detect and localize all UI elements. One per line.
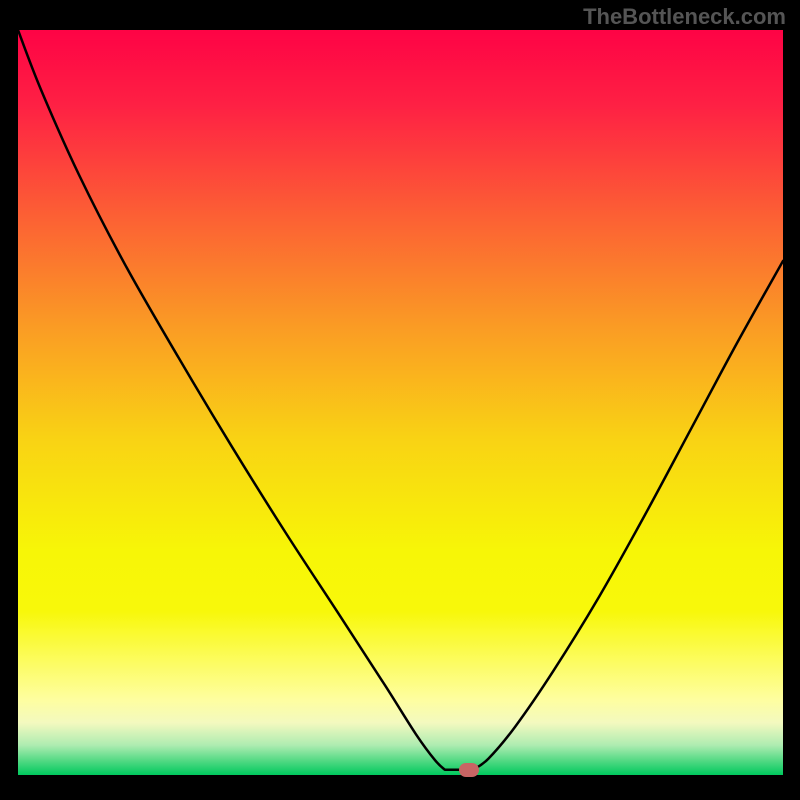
bottleneck-curve — [18, 30, 783, 775]
optimal-point-marker — [459, 763, 479, 777]
watermark-text: TheBottleneck.com — [583, 4, 786, 30]
plot-area — [18, 30, 783, 775]
chart-container: TheBottleneck.com — [0, 0, 800, 800]
